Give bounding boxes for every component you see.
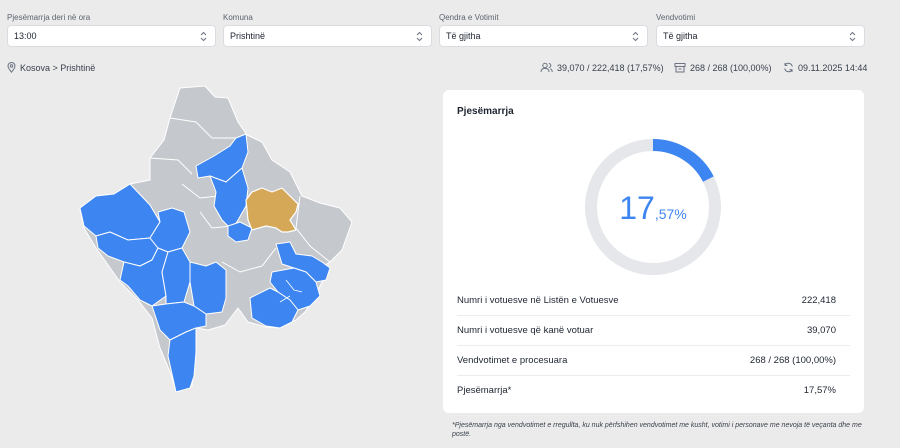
- updated-stat-value: 09.11.2025 14:44: [798, 62, 868, 73]
- municipality-region[interactable]: [275, 241, 331, 283]
- stat-row: Numri i votuesve në Listën e Votuesve 22…: [457, 286, 850, 316]
- center-select[interactable]: Të gjitha: [439, 25, 648, 47]
- stat-row-label: Numri i votuesve që kanë votuar: [457, 325, 594, 336]
- municipality-region[interactable]: [161, 247, 191, 305]
- municipality-region[interactable]: [245, 187, 299, 233]
- stat-row: Pjesëmarrja* 17,57%: [457, 376, 850, 406]
- info-row: Kosova > Prishtinë 39,070 / 222,418 (17,…: [0, 62, 900, 76]
- chevron-up-down-icon: [849, 31, 856, 42]
- donut-progress: [652, 139, 714, 183]
- chevron-up-down-icon: [416, 31, 423, 42]
- stat-row-value: 222,418: [801, 295, 836, 306]
- filter-municipality: Komuna Prishtinë: [223, 12, 432, 47]
- card-title: Pjesëmarrja: [457, 106, 514, 117]
- stat-row: Numri i votuesve që kanë votuar 39,070: [457, 316, 850, 346]
- municipality-select-value: Prishtinë: [230, 31, 266, 41]
- station-select[interactable]: Të gjitha: [656, 25, 865, 47]
- reporting-municipalities: [79, 133, 331, 393]
- center-select-value: Të gjitha: [446, 31, 481, 41]
- turnout-value-int: 17: [619, 190, 655, 226]
- footnote: *Pjesëmarrja nga vendvotimet e rregullta…: [452, 422, 862, 438]
- stations-stat: 268 / 268 (100,00%): [674, 62, 772, 73]
- stat-row: Vendvotimet e procesuara 268 / 268 (100,…: [457, 346, 850, 376]
- municipality-region[interactable]: [269, 267, 321, 311]
- chevron-up-down-icon: [200, 31, 207, 42]
- voters-stat-value: 39,070 / 222,418 (17,57%): [557, 62, 664, 73]
- kosovo-municipality-map: [79, 85, 353, 393]
- filter-station: Vendvotimi Të gjitha: [656, 12, 865, 47]
- turnout-value: 17,57%: [583, 190, 723, 227]
- ballot-box-icon: [674, 63, 686, 73]
- filter-center-label: Qendra e Votimit: [439, 13, 499, 22]
- breadcrumb: Kosova > Prishtinë: [7, 62, 95, 73]
- users-icon: [540, 62, 553, 73]
- filter-hour-label: Pjesëmarrja deri në ora: [7, 13, 91, 22]
- municipality-select[interactable]: Prishtinë: [223, 25, 432, 47]
- voters-stat: 39,070 / 222,418 (17,57%): [540, 62, 664, 73]
- hour-select-value: 13:00: [14, 31, 37, 41]
- stat-row-value: 39,070: [806, 325, 836, 336]
- turnout-card: Pjesëmarrja 17,57% Numri i votuesve në L…: [443, 90, 864, 413]
- refresh-icon[interactable]: [783, 62, 794, 73]
- filter-center: Qendra e Votimit Të gjitha: [439, 12, 648, 47]
- updated-stat: 09.11.2025 14:44: [783, 62, 867, 73]
- breadcrumb-text[interactable]: Kosova > Prishtinë: [20, 62, 96, 73]
- turnout-value-dec: ,57%: [654, 206, 687, 222]
- stat-row-value: 268 / 268 (100,00%): [749, 355, 836, 366]
- municipality-region[interactable]: [227, 221, 253, 243]
- stat-row-value: 17,57%: [803, 385, 836, 396]
- stat-row-label: Pjesëmarrja*: [457, 385, 512, 396]
- stat-row-label: Vendvotimet e procesuara: [457, 355, 568, 366]
- municipality-region[interactable]: [167, 327, 197, 393]
- filter-hour: Pjesëmarrja deri në ora 13:00: [7, 12, 216, 47]
- municipality-region[interactable]: [151, 301, 207, 341]
- municipality-region[interactable]: [189, 261, 227, 315]
- stations-stat-value: 268 / 268 (100,00%): [690, 62, 772, 73]
- turnout-donut: [585, 139, 721, 275]
- station-select-value: Të gjitha: [663, 31, 698, 41]
- filter-municipality-label: Komuna: [223, 13, 253, 22]
- chevron-up-down-icon: [632, 31, 639, 42]
- map-pin-icon: [7, 62, 16, 73]
- stat-row-label: Numri i votuesve në Listën e Votuesve: [457, 295, 619, 306]
- filter-station-label: Vendvotimi: [656, 13, 696, 22]
- municipality-region[interactable]: [209, 167, 249, 231]
- reporting-inner-borders: [279, 279, 303, 303]
- hour-select[interactable]: 13:00: [7, 25, 216, 47]
